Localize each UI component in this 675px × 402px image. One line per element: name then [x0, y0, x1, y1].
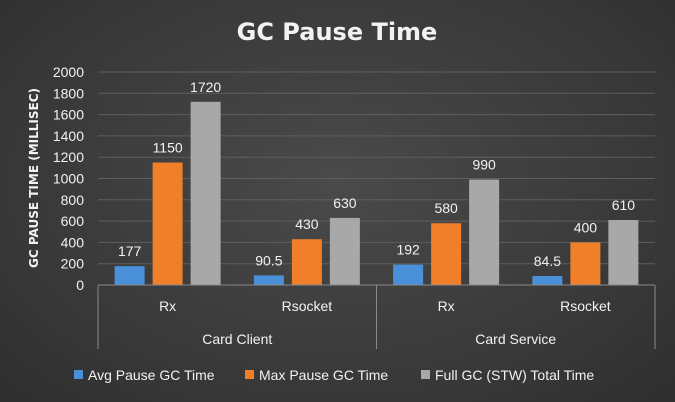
data-labels: 177 90.5 192 84.5 1150 430 580 400 1720 630 990 610: [118, 79, 635, 269]
y-tick-label: 1000: [53, 171, 84, 187]
legend-swatch: [74, 370, 83, 379]
legend-item-label: Full GC (STW) Total Time: [435, 367, 594, 383]
bar: [570, 242, 601, 285]
bar: [532, 276, 563, 285]
data-label: 990: [472, 157, 496, 173]
bar: [329, 217, 360, 285]
legend-item-label: Max Pause GC Time: [259, 367, 388, 383]
y-tick-label: 1600: [53, 107, 84, 123]
bar: [152, 162, 183, 285]
y-tick-label: 0: [76, 277, 84, 293]
bar: [608, 220, 639, 285]
x-tick-label: Rsocket: [560, 298, 611, 314]
data-label: 84.5: [534, 253, 561, 269]
y-tick-label: 200: [61, 256, 85, 272]
y-tick-label: 1200: [53, 149, 84, 165]
bar: [291, 239, 322, 285]
x-tick-label: Rx: [438, 298, 455, 314]
data-label: 610: [612, 197, 636, 213]
bar: [190, 101, 221, 285]
y-tick-label: 2000: [53, 64, 84, 80]
bar: [469, 179, 500, 285]
data-label: 90.5: [255, 252, 282, 268]
data-label: 177: [118, 243, 142, 259]
chart-title: GC Pause Time: [237, 18, 438, 46]
y-tick-label: 1400: [53, 128, 84, 144]
data-label: 1720: [190, 79, 221, 95]
data-label: 580: [434, 200, 458, 216]
bars: [114, 101, 639, 285]
data-label: 192: [396, 242, 420, 258]
legend-swatch: [421, 370, 430, 379]
group-label: Card Service: [475, 331, 556, 347]
y-tick-label: 1800: [53, 85, 84, 101]
bar: [114, 266, 145, 285]
bar: [393, 264, 424, 285]
x-tick-label: Rx: [159, 298, 176, 314]
data-label: 400: [574, 219, 598, 235]
y-tick-labels: 0 200 400 600 800 1000 1200 1400 1600 1800 2000: [53, 64, 84, 293]
y-tick-label: 600: [61, 213, 85, 229]
y-tick-label: 800: [61, 192, 85, 208]
x-axis: Rx Rsocket Rx Rsocket Card Client Card Servic…: [97, 284, 656, 349]
bar: [253, 275, 284, 285]
legend-swatch: [245, 370, 254, 379]
data-label: 630: [333, 195, 357, 211]
y-axis-label: GC PAUSE TIME (MILLISEC): [27, 88, 41, 268]
y-tick-label: 400: [61, 234, 85, 250]
data-label: 430: [295, 216, 319, 232]
legend-item-label: Avg Pause GC Time: [88, 367, 215, 383]
data-label: 1150: [153, 140, 183, 156]
legend: Avg Pause GC Time Max Pause GC Time Full G…: [74, 367, 594, 383]
group-label: Card Client: [202, 331, 272, 347]
bar: [431, 223, 462, 285]
x-tick-label: Rsocket: [282, 298, 333, 314]
